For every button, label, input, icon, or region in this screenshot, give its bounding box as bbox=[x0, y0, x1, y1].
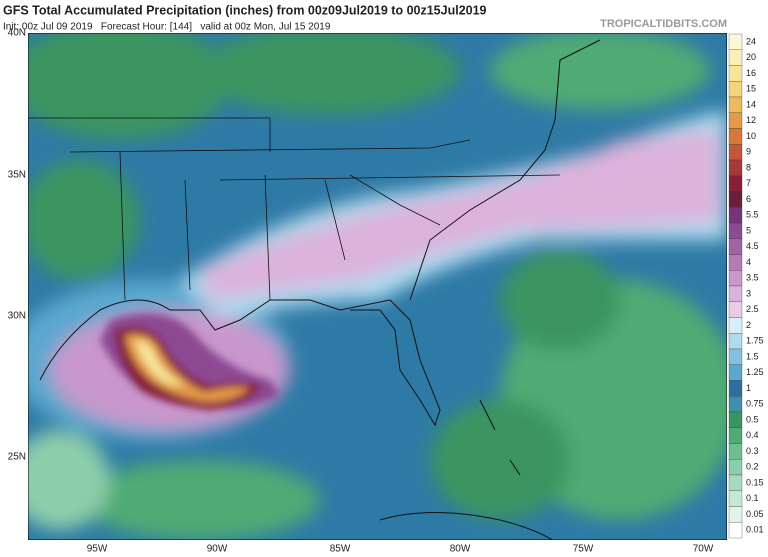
colorbar-label: 24 bbox=[746, 36, 756, 46]
colorbar-label: 16 bbox=[746, 68, 756, 78]
colorbar-swatch bbox=[728, 285, 743, 302]
colorbar-swatch bbox=[728, 490, 743, 507]
colorbar-label: 0.3 bbox=[746, 446, 759, 456]
lat-label: 35N bbox=[8, 170, 26, 181]
colorbar-swatch bbox=[728, 112, 743, 129]
colorbar-label: 7 bbox=[746, 178, 751, 188]
colorbar-label: 4 bbox=[746, 257, 751, 267]
colorbar-label: 0.75 bbox=[746, 399, 764, 409]
colorbar-label: 1.25 bbox=[746, 367, 764, 377]
colorbar-label: 4.5 bbox=[746, 241, 759, 251]
colorbar-label: 2.5 bbox=[746, 304, 759, 314]
lon-label: 80W bbox=[450, 544, 471, 555]
colorbar-label: 3.5 bbox=[746, 273, 759, 283]
colorbar-label: 0.4 bbox=[746, 430, 759, 440]
colorbar-label: 1.75 bbox=[746, 336, 764, 346]
colorbar-label: 14 bbox=[746, 99, 756, 109]
colorbar-label: 12 bbox=[746, 115, 756, 125]
colorbar-swatch bbox=[728, 238, 743, 255]
colorbar-label: 0.15 bbox=[746, 477, 764, 487]
info: Init: 00z Jul 09 2019 Forecast Hour: [14… bbox=[3, 22, 331, 33]
colorbar-swatch bbox=[728, 364, 743, 381]
islands bbox=[379, 399, 554, 540]
colorbar-label: 15 bbox=[746, 84, 756, 94]
colorbar-swatch bbox=[728, 65, 743, 82]
lat-labels: 40N 35N 30N 25N bbox=[8, 28, 26, 463]
map bbox=[28, 33, 727, 540]
colorbar-label: 1 bbox=[746, 383, 751, 393]
colorbar-swatch bbox=[728, 96, 743, 113]
colorbar-swatch bbox=[728, 474, 743, 491]
colorbar-swatch bbox=[728, 348, 743, 365]
colorbar-swatch bbox=[728, 222, 743, 239]
lon-labels: 95W 90W 85W 80W 75W 70W bbox=[87, 544, 714, 555]
colorbar-swatch bbox=[728, 33, 743, 50]
colorbar-swatch bbox=[728, 506, 743, 523]
colorbar-swatch bbox=[728, 333, 743, 350]
colorbar-swatch bbox=[728, 144, 743, 161]
colorbar-label: 6 bbox=[746, 194, 751, 204]
lon-label: 70W bbox=[693, 544, 714, 555]
colorbar-label: 0.2 bbox=[746, 462, 759, 472]
colorbar-swatch bbox=[728, 396, 743, 413]
colorbar-label: 0.5 bbox=[746, 414, 759, 424]
colorbar-swatch bbox=[728, 159, 743, 176]
title: GFS Total Accumulated Precipitation (inc… bbox=[3, 3, 487, 17]
colorbar-swatch bbox=[728, 207, 743, 224]
lat-label: 30N bbox=[8, 311, 26, 322]
colorbar-swatch bbox=[728, 459, 743, 476]
colorbar-label: 0.05 bbox=[746, 509, 764, 519]
colorbar-label: 5 bbox=[746, 225, 751, 235]
colorbar-swatch bbox=[728, 380, 743, 397]
colorbar-label: 2 bbox=[746, 320, 751, 330]
colorbar-label: 0.1 bbox=[746, 493, 759, 503]
lat-label: 25N bbox=[8, 452, 26, 463]
colorbar-label: 9 bbox=[746, 147, 751, 157]
colorbar-label: 1.5 bbox=[746, 351, 759, 361]
colorbar-swatch bbox=[728, 254, 743, 271]
state-borders bbox=[28, 117, 561, 301]
colorbar-label: 8 bbox=[746, 162, 751, 172]
colorbar-swatch bbox=[728, 317, 743, 334]
colorbar-label: 10 bbox=[746, 131, 756, 141]
lat-label: 40N bbox=[8, 28, 26, 39]
colorbar-swatch bbox=[728, 175, 743, 192]
colorbar-label: 5.5 bbox=[746, 210, 759, 220]
colorbar-swatch bbox=[728, 270, 743, 287]
colorbar-swatch bbox=[728, 411, 743, 428]
colorbar-swatch bbox=[728, 49, 743, 66]
colorbar-swatch bbox=[728, 427, 743, 444]
lon-label: 95W bbox=[87, 544, 108, 555]
colorbar-swatch bbox=[728, 522, 743, 539]
coastline bbox=[39, 39, 601, 427]
colorbar-label: 20 bbox=[746, 52, 756, 62]
colorbar-label: 3 bbox=[746, 288, 751, 298]
colorbar-swatch bbox=[728, 443, 743, 460]
colorbar-swatch bbox=[728, 81, 743, 98]
watermark: TROPICALTIDBITS.COM bbox=[600, 18, 727, 30]
colorbar-swatch bbox=[728, 128, 743, 145]
colorbar-swatch bbox=[728, 191, 743, 208]
colorbar: 24 20 16 15 14 12 10 9 8 7 6 5.5 5 4.5 4 3.5 3 2.5 2 1.75 1.… bbox=[728, 33, 764, 539]
colorbar-swatch bbox=[728, 301, 743, 318]
colorbar-label: 0.01 bbox=[746, 525, 764, 535]
lon-label: 75W bbox=[573, 544, 594, 555]
lon-label: 90W bbox=[207, 544, 228, 555]
lon-label: 85W bbox=[330, 544, 351, 555]
